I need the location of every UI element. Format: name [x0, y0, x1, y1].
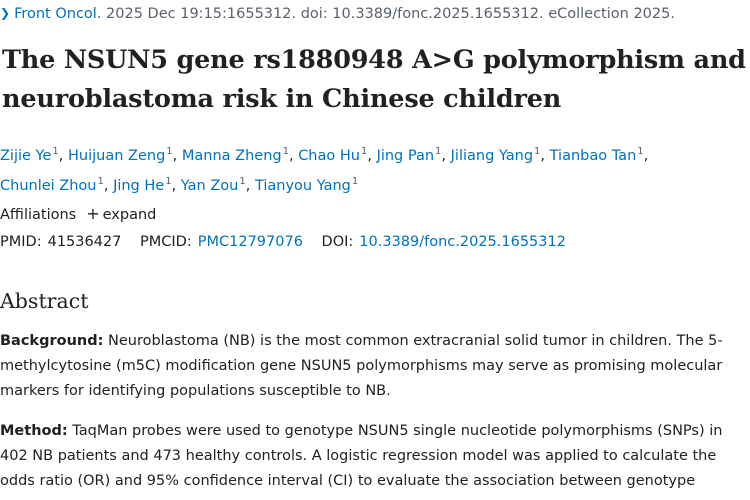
- affiliations-label: Affiliations: [0, 207, 77, 223]
- affiliations-toggle[interactable]: Affiliations + expand: [0, 203, 156, 225]
- doi-label: DOI:: [321, 234, 354, 250]
- background-text: Neuroblastoma (NB) is the most common ex…: [0, 333, 723, 399]
- article-title: The NSUN5 gene rs1880948 A>G polymorphis…: [2, 45, 746, 114]
- affiliation-ref[interactable]: 1: [637, 146, 644, 157]
- affiliation-ref[interactable]: 1: [52, 146, 59, 157]
- pmcid-label: PMCID:: [140, 234, 192, 250]
- citation-line: ❯ Front Oncol. 2025 Dec 19:15:1655312. do…: [0, 4, 675, 24]
- author-link[interactable]: Zijie Ye: [0, 148, 52, 164]
- author-link[interactable]: Huijuan Zeng: [68, 148, 166, 164]
- author-link[interactable]: Chunlei Zhou: [0, 178, 97, 194]
- identifiers-row: PMID: 41536427 PMCID: PMC12797076 DOI: 10.3…: [0, 231, 566, 253]
- expand-label: expand: [102, 207, 157, 223]
- doi-link[interactable]: 10.3389/fonc.2025.1655312: [359, 234, 566, 250]
- affiliation-ref[interactable]: 1: [97, 176, 104, 187]
- author-link[interactable]: Tianyou Yang: [254, 178, 351, 194]
- author-link[interactable]: Chao Hu: [298, 148, 360, 164]
- author-link[interactable]: Yan Zou: [180, 178, 239, 194]
- affiliation-ref[interactable]: 1: [282, 146, 289, 157]
- pmcid-link[interactable]: PMC12797076: [197, 234, 303, 250]
- affiliation-ref[interactable]: 1: [351, 176, 359, 187]
- abstract-heading: Abstract: [0, 289, 89, 313]
- affiliation-ref[interactable]: 1: [360, 146, 368, 157]
- affiliation-ref[interactable]: 1: [165, 176, 172, 187]
- affiliation-ref[interactable]: 1: [239, 176, 246, 187]
- chevron-right-icon[interactable]: ❯: [0, 6, 11, 20]
- pmid-label: PMID:: [0, 234, 42, 250]
- author-link[interactable]: Jing He: [113, 178, 165, 194]
- citation-details: 2025 Dec 19:15:1655312. doi: 10.3389/fon…: [106, 6, 675, 22]
- author-link[interactable]: Jing Pan: [376, 148, 435, 164]
- author-link[interactable]: Jiliang Yang: [450, 148, 534, 164]
- pmid-value: 41536427: [47, 234, 122, 250]
- journal-link[interactable]: Front Oncol.: [14, 6, 102, 22]
- background-label: Background:: [0, 333, 104, 349]
- affiliation-ref[interactable]: 1: [166, 146, 173, 157]
- author-link[interactable]: Tianbao Tan: [549, 148, 637, 164]
- author-link[interactable]: Manna Zheng: [181, 148, 282, 164]
- abstract-method: Method: TaqMan probes were used to genot…: [0, 419, 745, 494]
- affiliation-ref[interactable]: 1: [435, 146, 442, 157]
- affiliation-ref[interactable]: 1: [534, 146, 541, 157]
- method-text: TaqMan probes were used to genotype NSUN…: [0, 423, 723, 489]
- abstract-background: Background: Neuroblastoma (NB) is the mo…: [0, 329, 745, 404]
- plus-icon: +: [86, 204, 100, 223]
- author-list: Zijie Ye1, Huijuan Zeng1, Manna Zheng1, …: [0, 146, 649, 194]
- method-label: Method:: [0, 423, 68, 439]
